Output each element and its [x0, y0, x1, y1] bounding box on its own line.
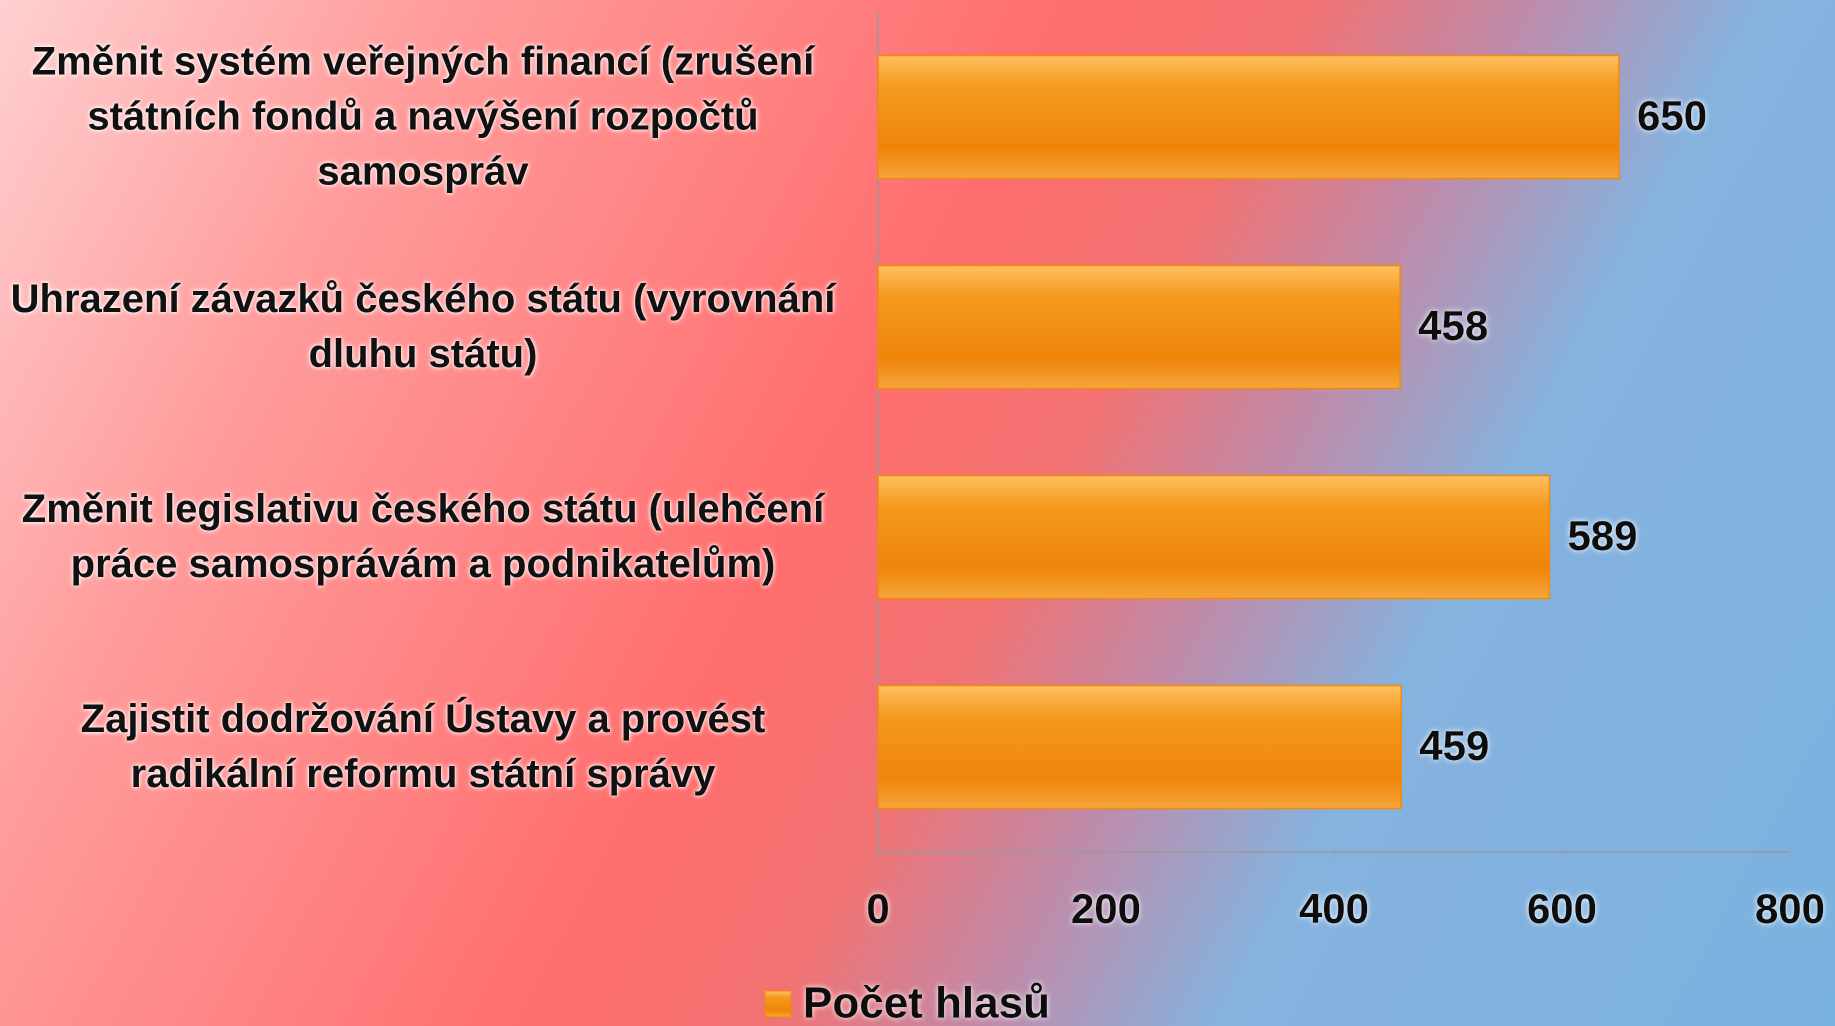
x-tick-label: 400 — [1299, 885, 1369, 932]
bar — [877, 474, 1551, 600]
x-tick-label: 600 — [1527, 885, 1597, 932]
x-tick-label: 0 — [866, 885, 889, 932]
x-tick-label: 800 — [1755, 885, 1825, 932]
y-tick-label: Uhrazení závazků českého státu (vyrovnán… — [10, 277, 836, 376]
data-label: 650 — [1637, 92, 1707, 139]
bar — [877, 54, 1620, 180]
bar — [877, 264, 1401, 390]
x-tick-label: 200 — [1071, 885, 1141, 932]
y-tick-label: Zajistit dodržování Ústavy a provést rad… — [80, 697, 766, 796]
y-tick-label: Změnit systém veřejných financí (zrušení… — [31, 39, 815, 194]
y-tick-label: Změnit legislativu českého státu (ulehče… — [21, 487, 825, 586]
legend-swatch — [764, 990, 792, 1018]
data-label: 589 — [1567, 512, 1637, 559]
legend-label: Počet hlasů — [803, 979, 1050, 1026]
data-label: 459 — [1419, 722, 1489, 769]
bar — [877, 684, 1403, 810]
data-label: 458 — [1418, 302, 1488, 349]
